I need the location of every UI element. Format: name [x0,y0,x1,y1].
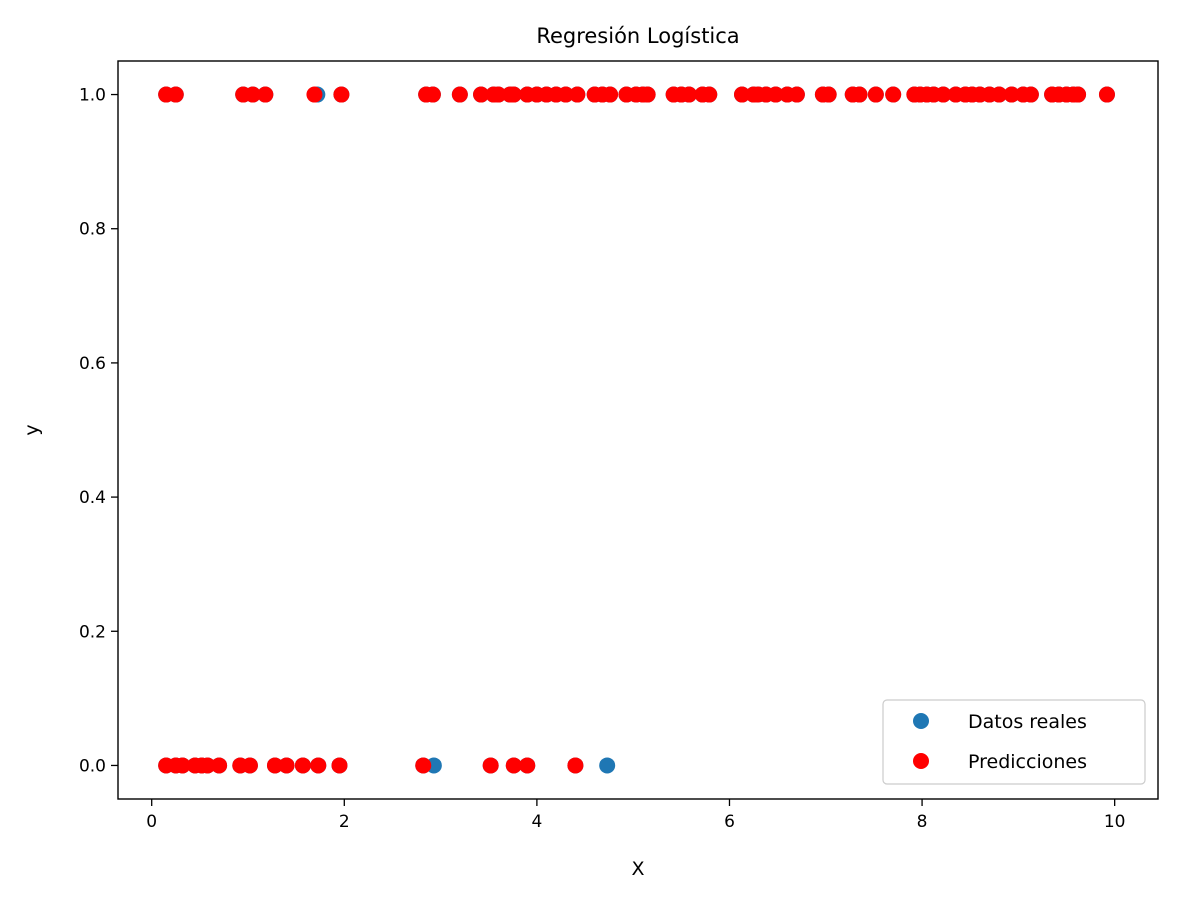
y-tick-label: 0.0 [79,756,106,776]
data-point-predicciones [278,757,295,774]
data-point-predicciones [557,86,574,103]
data-point-predicciones [244,86,261,103]
data-point-predicciones [1098,86,1115,103]
data-point-predicciones [266,757,283,774]
data-point-predicciones [1003,86,1020,103]
data-point-predicciones [602,86,619,103]
x-axis-label: X [631,858,644,880]
data-point-predicciones [174,757,191,774]
data-point-predicciones [991,86,1008,103]
data-point-predicciones [424,86,441,103]
data-point-predicciones [306,86,323,103]
data-point-datos-reales [599,757,616,774]
data-point-predicciones [473,86,490,103]
data-point-predicciones [885,86,902,103]
y-axis-ticks: 0.0 0.2 0.4 0.6 0.8 1.0 [79,86,118,776]
y-tick-label: 0.6 [79,354,106,374]
data-point-predicciones [482,757,499,774]
data-points-layer [158,86,1115,774]
data-point-predicciones [767,86,784,103]
x-tick-label: 2 [339,812,350,832]
data-point-predicciones [1022,86,1039,103]
data-point-predicciones [569,86,586,103]
data-point-predicciones [490,86,507,103]
y-axis-label: y [21,424,43,435]
data-point-predicciones [701,86,718,103]
x-axis-ticks: 0 2 4 6 8 10 [146,799,1125,832]
data-point-predicciones [257,86,274,103]
data-point-predicciones [567,757,584,774]
data-point-predicciones [681,86,698,103]
data-point-predicciones [211,757,228,774]
chart-legend: Datos reales Predicciones [882,699,1146,785]
x-tick-label: 10 [1104,812,1126,832]
x-tick-label: 4 [531,812,542,832]
data-point-predicciones [333,86,350,103]
x-tick-label: 8 [917,812,928,832]
data-point-predicciones [851,86,868,103]
data-point-predicciones [639,86,656,103]
legend-marker-predicciones [913,753,929,769]
data-point-predicciones [1070,86,1087,103]
data-point-predicciones [241,757,258,774]
data-point-predicciones [167,86,184,103]
data-point-predicciones [415,757,432,774]
x-tick-label: 0 [146,812,157,832]
data-point-predicciones [867,86,884,103]
data-point-predicciones [519,757,536,774]
y-tick-label: 1.0 [79,86,106,106]
chart-title: Regresión Logística [536,24,739,48]
data-point-predicciones [820,86,837,103]
data-point-predicciones [734,86,750,103]
plot-area-frame [117,60,1159,800]
legend-box [882,699,1146,785]
data-point-predicciones [199,757,216,774]
data-point-predicciones [310,757,327,774]
y-tick-label: 0.4 [79,488,106,508]
y-tick-label: 0.2 [79,622,106,642]
x-tick-label: 6 [724,812,735,832]
y-tick-label: 0.8 [79,220,106,240]
data-point-predicciones [505,86,522,103]
data-point-predicciones [294,757,311,774]
data-point-predicciones [788,86,805,103]
data-point-predicciones [935,86,952,103]
data-point-predicciones [451,86,468,103]
legend-label-predicciones: Predicciones [968,751,1087,773]
legend-marker-datos-reales [913,713,929,729]
data-point-predicciones [505,757,522,774]
data-point-predicciones [331,757,348,774]
legend-label-datos-reales: Datos reales [968,711,1087,733]
